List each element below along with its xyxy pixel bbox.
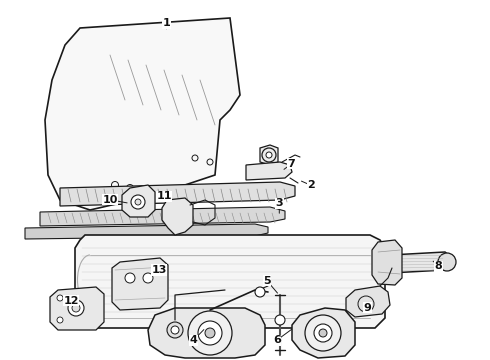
Polygon shape [45,18,240,210]
Circle shape [319,329,327,337]
Circle shape [188,311,232,355]
Text: 11: 11 [156,191,172,201]
Circle shape [262,148,276,162]
Circle shape [68,300,84,316]
Polygon shape [112,258,168,310]
Circle shape [275,315,285,325]
Circle shape [305,315,341,351]
Circle shape [167,322,183,338]
Circle shape [314,324,332,342]
Polygon shape [162,198,193,235]
Text: 10: 10 [102,195,118,205]
Text: 7: 7 [288,159,295,169]
Text: 1: 1 [163,18,171,28]
Text: 9: 9 [364,303,371,313]
Circle shape [57,295,63,301]
Polygon shape [260,145,278,165]
Circle shape [438,253,456,271]
Text: 4: 4 [190,335,197,345]
Text: 5: 5 [263,276,271,286]
Polygon shape [40,207,285,226]
Circle shape [131,195,145,209]
Polygon shape [390,252,450,273]
Polygon shape [246,162,292,180]
Text: 12: 12 [63,296,79,306]
Circle shape [266,152,272,158]
Circle shape [143,273,153,283]
Text: 8: 8 [435,261,442,271]
Polygon shape [372,240,402,285]
Polygon shape [148,308,265,358]
Circle shape [57,317,63,323]
Polygon shape [75,235,385,328]
Circle shape [255,287,265,297]
Polygon shape [346,286,390,317]
Polygon shape [60,182,295,206]
Circle shape [72,304,80,312]
Polygon shape [122,185,155,217]
Text: 13: 13 [151,265,167,275]
Circle shape [125,273,135,283]
Circle shape [135,199,141,205]
Circle shape [171,326,179,334]
Text: 2: 2 [307,180,315,190]
Polygon shape [25,224,268,239]
Circle shape [205,328,215,338]
Text: 6: 6 [273,335,281,345]
Polygon shape [292,308,355,358]
Text: 3: 3 [275,198,283,208]
Circle shape [198,321,222,345]
Polygon shape [50,287,104,330]
